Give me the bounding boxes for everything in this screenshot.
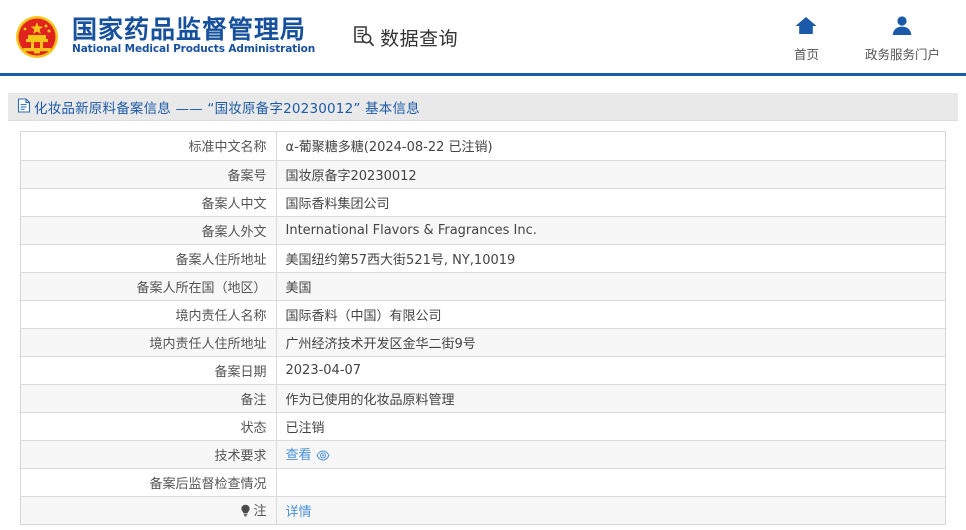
detail-row-value[interactable]: 查看 (276, 440, 945, 469)
detail-row-label-text: 备注 (240, 392, 267, 408)
detail-row-label: 标准中文名称 (21, 132, 277, 161)
nav-item-gov-portal-label: 政务服务门户 (864, 46, 940, 62)
page-body: 化妆品新原料备案信息 —— “国妆原备字20230012” 基本信息 标准中文名… (0, 93, 966, 525)
detail-row-label-text: 境内责任人名称 (175, 308, 267, 324)
detail-row-value: 广州经济技术开发区金华二街9号 (276, 328, 945, 357)
table-row: 备案人住所地址 美国纽约第57西大街521号, NY,10019 (21, 244, 945, 273)
detail-row-value: 国际香料（中国）有限公司 (276, 300, 945, 329)
table-row: 境内责任人住所地址 广州经济技术开发区金华二街9号 (21, 328, 945, 357)
detail-row-label: 状态 (21, 412, 277, 441)
detail-row-value-text: 广州经济技术开发区金华二街9号 (285, 336, 476, 352)
detail-row-label-text: 标准中文名称 (188, 140, 267, 156)
brand: 国家药品监督管理局 National Medical Products Admi… (12, 12, 315, 62)
detail-row-value[interactable]: 详情 (276, 496, 945, 524)
detail-row-link[interactable]: 详情 (285, 504, 312, 520)
table-row: 备案号 国妆原备字20230012 (21, 160, 945, 189)
detail-row-value: 美国纽约第57西大街521号, NY,10019 (276, 244, 945, 273)
detail-row-label-text: 备案人中文 (201, 196, 267, 212)
detail-row-value-text: 作为已使用的化妆品原料管理 (285, 392, 455, 408)
detail-row-label: 备注 (21, 384, 277, 413)
detail-row-label-text: 境内责任人住所地址 (149, 336, 267, 352)
table-row: 备案人所在国（地区） 美国 (21, 272, 945, 301)
china-national-emblem-icon (12, 12, 62, 62)
table-row: 备案人中文 国际香料集团公司 (21, 188, 945, 217)
user-icon (890, 15, 914, 39)
site-header: 国家药品监督管理局 National Medical Products Admi… (0, 0, 966, 73)
detail-row-label-text: 技术要求 (214, 448, 267, 464)
nav-item-home[interactable]: 首页 (794, 15, 819, 63)
detail-row-link[interactable]: 查看 (285, 447, 312, 463)
detail-row-label-text: 注 (253, 503, 267, 519)
table-row: 状态 已注销 (21, 412, 945, 441)
detail-row-value-text: International Flavors & Fragrances Inc. (285, 222, 537, 238)
nav-item-gov-portal[interactable]: 政务服务门户 (865, 15, 940, 63)
brand-text: 国家药品监督管理局 National Medical Products Admi… (72, 16, 315, 56)
detail-row-value-text: 美国 (285, 280, 312, 296)
detail-row-label-text: 状态 (240, 420, 267, 436)
detail-row-label-text: 备案人外文 (201, 224, 267, 240)
detail-row-label-text: 备案日期 (214, 364, 267, 380)
eye-icon[interactable] (315, 449, 330, 465)
detail-row-label-text: 备案后监督检查情况 (149, 476, 267, 492)
nav-item-home-label: 首页 (793, 46, 819, 62)
header-accent-rule (0, 73, 966, 76)
table-row: 备案人外文 International Flavors & Fragrances … (21, 216, 945, 245)
system-name[interactable]: 数据查询 (351, 24, 458, 52)
detail-row-label: 技术要求 (21, 440, 277, 469)
detail-row-label: 备案日期 (21, 356, 277, 385)
detail-row-value: 2023-04-07 (276, 356, 945, 385)
detail-table-body: 标准中文名称 α-葡聚糖多糖(2024-08-22 已注销) 备案号 国妆原备字202… (21, 132, 945, 524)
detail-row-label: 注 (21, 496, 277, 524)
detail-row-label: 备案后监督检查情况 (21, 468, 277, 497)
detail-row-value-text: 国妆原备字20230012 (285, 168, 417, 184)
detail-row-label-text: 备案人住所地址 (175, 252, 267, 268)
detail-row-label: 备案号 (21, 160, 277, 189)
table-row: 备案日期 2023-04-07 (21, 356, 945, 385)
detail-row-value: International Flavors & Fragrances Inc. (276, 216, 945, 245)
detail-row-label: 备案人中文 (21, 188, 277, 217)
detail-row-value-text: 国际香料（中国）有限公司 (285, 308, 442, 324)
page-title: 化妆品新原料备案信息 —— “国妆原备字20230012” 基本信息 (34, 100, 420, 117)
detail-row-label: 备案人住所地址 (21, 244, 277, 273)
detail-row-value: α-葡聚糖多糖(2024-08-22 已注销) (276, 132, 945, 161)
table-row: 境内责任人名称 国际香料（中国）有限公司 (21, 300, 945, 329)
detail-row-label-text: 备案人所在国（地区） (136, 280, 267, 296)
detail-row-value-text: α-葡聚糖多糖(2024-08-22 已注销) (285, 140, 493, 156)
detail-row-label: 境内责任人住所地址 (21, 328, 277, 357)
document-search-icon (351, 24, 376, 52)
detail-row-label: 备案人外文 (21, 216, 277, 245)
detail-row-value-text: 2023-04-07 (285, 362, 362, 378)
detail-row-value-text: 国际香料集团公司 (285, 196, 390, 212)
detail-row-label: 备案人所在国（地区） (21, 272, 277, 301)
system-name-label: 数据查询 (380, 28, 459, 50)
detail-row-value: 作为已使用的化妆品原料管理 (276, 384, 945, 413)
table-row: 备案后监督检查情况 (21, 468, 945, 497)
detail-row-value-text: 已注销 (285, 420, 325, 436)
home-icon (794, 15, 818, 39)
header-nav: 首页 政务服务门户 (794, 15, 966, 63)
detail-row-value: 国妆原备字20230012 (276, 160, 945, 189)
table-row: 注 详情 (21, 496, 945, 524)
detail-table: 标准中文名称 α-葡聚糖多糖(2024-08-22 已注销) 备案号 国妆原备字202… (21, 132, 945, 524)
detail-row-value: 已注销 (276, 412, 945, 441)
document-icon (17, 97, 31, 116)
detail-row-value: 国际香料集团公司 (276, 188, 945, 217)
table-row: 备注 作为已使用的化妆品原料管理 (21, 384, 945, 413)
detail-table-container: 标准中文名称 α-葡聚糖多糖(2024-08-22 已注销) 备案号 国妆原备字202… (20, 131, 946, 525)
page-title-bar: 化妆品新原料备案信息 —— “国妆原备字20230012” 基本信息 (8, 93, 958, 121)
detail-row-value: 美国 (276, 272, 945, 301)
detail-row-value (276, 468, 945, 497)
table-row: 技术要求 查看 (21, 440, 945, 469)
detail-row-label: 境内责任人名称 (21, 300, 277, 329)
detail-row-value-text: 美国纽约第57西大街521号, NY,10019 (285, 252, 516, 268)
detail-row-label-text: 备案号 (227, 168, 267, 184)
table-row: 标准中文名称 α-葡聚糖多糖(2024-08-22 已注销) (21, 132, 945, 161)
bulb-icon (240, 504, 251, 521)
org-name-cn: 国家药品监督管理局 (72, 15, 307, 45)
org-name-en: National Medical Products Administration (72, 43, 316, 56)
